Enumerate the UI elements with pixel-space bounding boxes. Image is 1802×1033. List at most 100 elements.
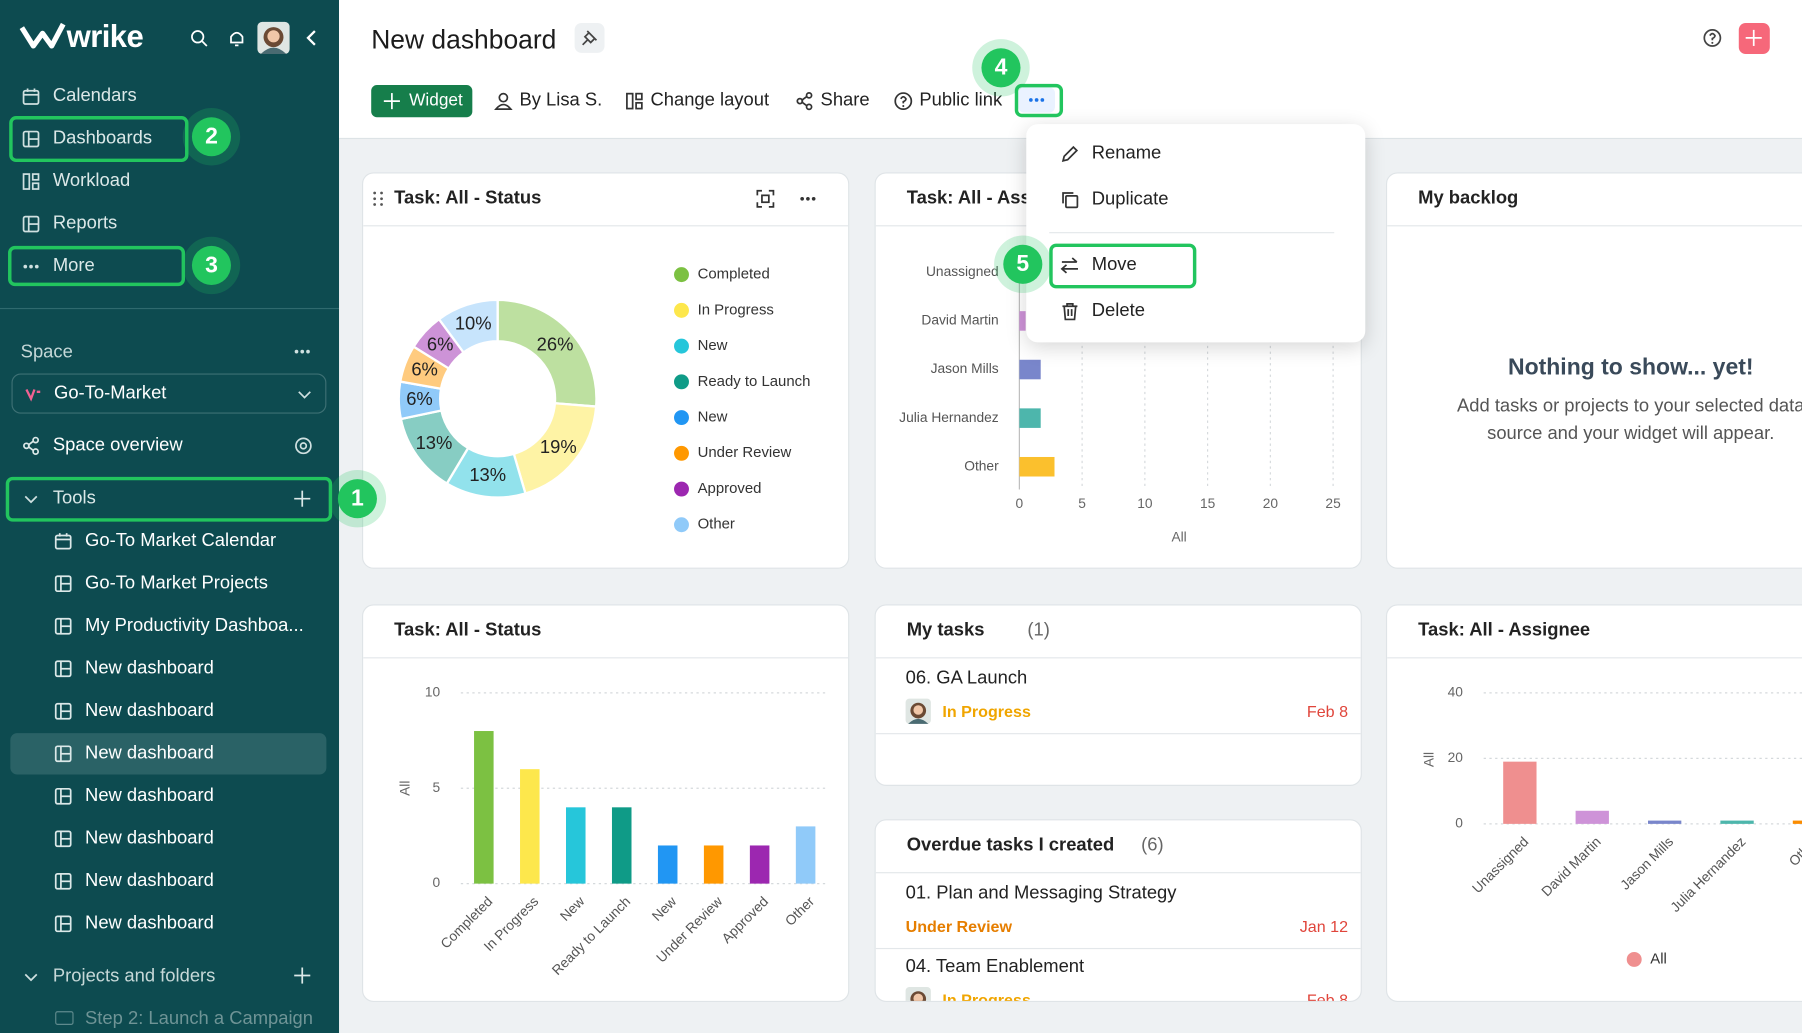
empty-text: Add tasks or projects to your selected d… xyxy=(1456,396,1802,444)
space-name: Go-To-Market xyxy=(54,383,167,404)
avatar-body xyxy=(908,718,929,724)
icon-plus xyxy=(294,490,311,507)
legend-marker xyxy=(674,410,689,426)
x-category-label: David Martin xyxy=(1539,834,1604,899)
task-divider xyxy=(875,733,1361,735)
donut-label: 6% xyxy=(411,359,438,380)
icon-shape xyxy=(23,264,28,269)
legend-label: All xyxy=(1650,950,1667,967)
icon-shape xyxy=(191,30,205,44)
icon-drag xyxy=(373,191,383,206)
bar xyxy=(1019,456,1055,477)
x-category-label: Julia Hernandez xyxy=(1668,834,1749,915)
logo: wrike xyxy=(66,19,144,55)
bar xyxy=(1792,820,1802,824)
bar xyxy=(1019,311,1026,331)
tool-item[interactable]: New dashboard xyxy=(85,913,214,934)
bar xyxy=(1720,820,1754,824)
tool-item[interactable]: New dashboard xyxy=(85,785,214,806)
tool-item[interactable]: New dashboard xyxy=(85,828,214,848)
widget: Task: All - Status 26% 19% 13% 13% 6% 6% 6% 10% C… xyxy=(362,172,850,569)
header: New dashboard Widget By Lisa S. Change layo… xyxy=(339,0,1802,140)
icon-shape xyxy=(800,196,805,201)
projects-label[interactable]: Projects and folders xyxy=(52,966,216,986)
y-tick-label: 0 xyxy=(1455,816,1463,831)
callout: 2 xyxy=(191,117,231,157)
icon-shape xyxy=(32,448,40,455)
icon-shape xyxy=(22,89,40,105)
nav-item[interactable]: Workload xyxy=(52,171,131,191)
toolbar-item[interactable]: Public link xyxy=(919,90,1003,111)
icon-shape xyxy=(299,442,308,450)
icon-shape xyxy=(24,495,38,504)
icon-shape xyxy=(806,196,810,201)
space-overview[interactable]: Space overview xyxy=(52,435,183,456)
legend-marker xyxy=(674,302,689,318)
tools-label[interactable]: Tools xyxy=(52,488,96,508)
tool-item[interactable]: Go-To Market Projects xyxy=(85,573,268,593)
task-name[interactable]: 06. GA Launch xyxy=(905,668,1028,689)
callout: 4 xyxy=(981,48,1021,88)
icon-shape xyxy=(894,92,913,111)
avatar xyxy=(257,21,290,55)
icon-shape xyxy=(811,196,816,201)
widget: My backlog Nothing to show... yet! Add tas… xyxy=(1385,172,1802,569)
toolbar-item[interactable]: Share xyxy=(820,90,870,111)
icon-copy xyxy=(1062,192,1079,209)
highlight-box xyxy=(5,476,333,522)
pin-button[interactable] xyxy=(574,22,605,53)
sidebar: wrike Calendars Dashboards Workload Reports M… xyxy=(0,0,340,1033)
menu-item[interactable]: Rename xyxy=(1091,143,1162,164)
legend-marker xyxy=(674,445,689,461)
y-tick-label: 40 xyxy=(1448,685,1464,700)
nav-item[interactable]: Dashboards xyxy=(52,128,153,149)
task-status: In Progress xyxy=(942,989,1031,1002)
tool-item[interactable]: New dashboard xyxy=(85,870,214,891)
menu-item[interactable]: Delete xyxy=(1091,301,1145,321)
icon-shape xyxy=(22,173,31,190)
highlight-box xyxy=(9,116,189,163)
toolbar-item[interactable]: By Lisa S. xyxy=(519,90,603,111)
tool-item[interactable]: New dashboard xyxy=(85,743,214,763)
icon-shape xyxy=(298,391,311,399)
icon-shape xyxy=(805,91,813,99)
logo-shape xyxy=(19,22,66,49)
x-axis-label: All xyxy=(1171,529,1186,544)
x-category-label: Other xyxy=(782,894,817,929)
nav-item[interactable]: More xyxy=(52,256,95,276)
bar xyxy=(1019,359,1041,380)
widget-count: (6) xyxy=(1141,835,1164,855)
task-name[interactable]: 01. Plan and Messaging Strategy xyxy=(905,883,1177,904)
nav-item[interactable]: Reports xyxy=(52,213,118,234)
tool-item[interactable]: My Productivity Dashboa... xyxy=(85,615,304,636)
folder[interactable]: Step 2: Launch a Campaign xyxy=(85,1008,314,1029)
y-category-label: David Martin xyxy=(921,313,998,328)
x-category-label: New xyxy=(557,894,587,924)
tool-item[interactable]: New dashboard xyxy=(85,658,214,678)
toolbar-item[interactable]: Change layout xyxy=(650,90,770,111)
icon-share xyxy=(23,436,40,455)
widget: Overdue tasks I created (6) 01. Plan and M… xyxy=(874,819,1362,1002)
task-name[interactable]: 04. Team Enablement xyxy=(905,956,1085,977)
toolbar-item[interactable]: Widget xyxy=(409,90,463,111)
widget-header-line xyxy=(1387,657,1802,659)
icon-shape xyxy=(25,389,41,402)
avatar xyxy=(905,698,931,724)
tool-item[interactable]: Go-To Market Calendar xyxy=(85,530,277,551)
y-category-label: Other xyxy=(964,458,999,473)
space-select[interactable] xyxy=(11,373,327,414)
menu-item[interactable]: Duplicate xyxy=(1091,189,1169,210)
x-category-label: Ready to Launch xyxy=(549,894,633,978)
icon-shape xyxy=(1062,192,1074,204)
icon-shape xyxy=(801,95,808,107)
icon-layout xyxy=(22,173,40,190)
x-category-label: Jason Mills xyxy=(1617,834,1676,893)
tool-item[interactable]: New dashboard xyxy=(85,700,214,721)
icon-cal xyxy=(54,533,72,550)
x-tick-label: 0 xyxy=(1016,496,1024,511)
y-axis-label: All xyxy=(1421,752,1436,767)
widget-title: Task: All - Status xyxy=(394,188,542,208)
menu-item[interactable]: Move xyxy=(1091,255,1137,275)
nav-item[interactable]: Calendars xyxy=(52,86,137,106)
